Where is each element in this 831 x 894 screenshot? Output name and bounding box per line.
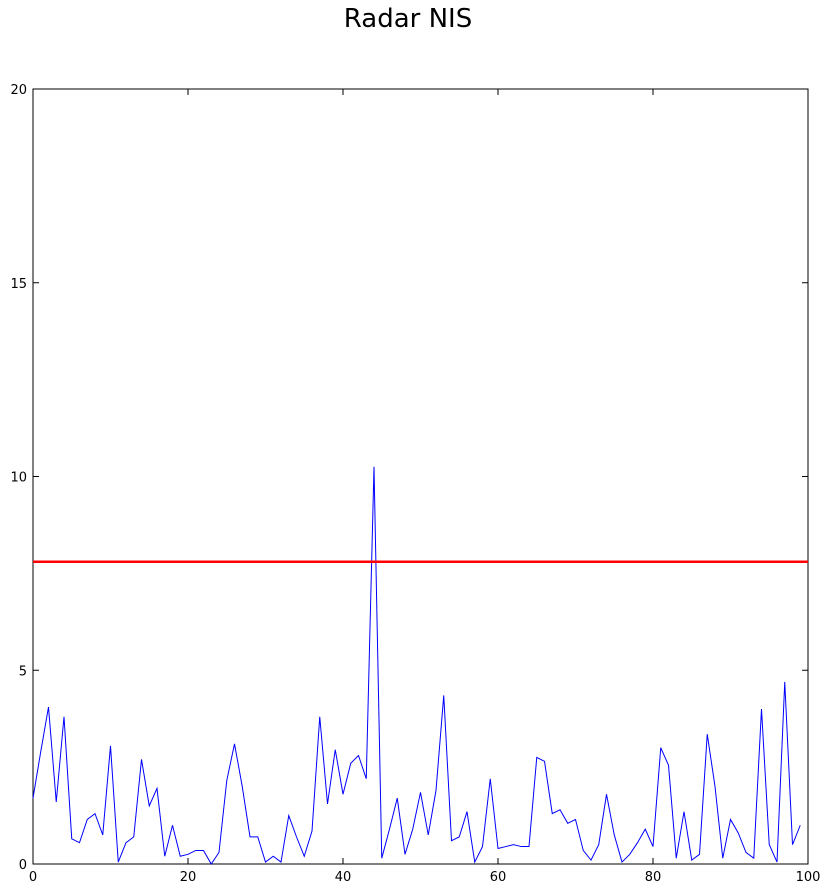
y-tick-label: 20 <box>10 83 27 98</box>
chart-title: Radar NIS <box>343 4 473 34</box>
nis-series-line <box>32 466 801 865</box>
x-tick-label: 80 <box>645 870 662 885</box>
x-tick-label: 40 <box>335 870 352 885</box>
y-tick-label: 10 <box>10 471 27 486</box>
y-tick-label: 0 <box>19 858 27 873</box>
y-tick-label: 5 <box>19 664 27 679</box>
x-tick-label: 0 <box>29 870 37 885</box>
axis-ticks: 0 20 40 60 80 100 0 5 10 15 20 <box>10 83 820 885</box>
plot-frame <box>32 88 809 865</box>
x-tick-label: 60 <box>490 870 507 885</box>
series-layer <box>32 466 808 865</box>
y-tick-label: 15 <box>10 277 27 292</box>
x-tick-label: 20 <box>180 870 197 885</box>
x-tick-label: 100 <box>796 870 821 885</box>
